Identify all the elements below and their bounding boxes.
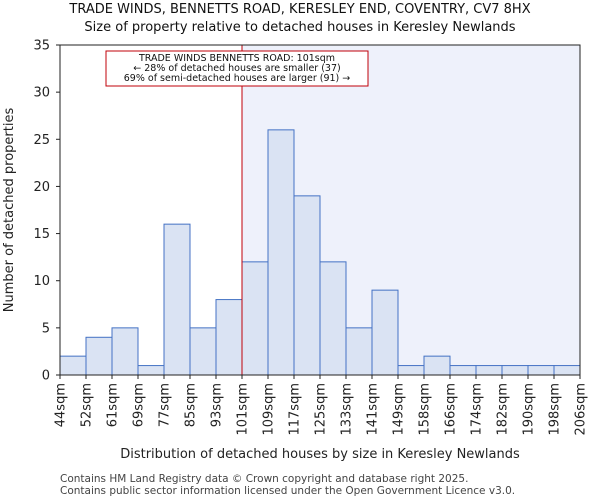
x-tick-label-52sqm: 52sqm (80, 383, 95, 427)
y-tick-label-25: 25 (33, 133, 50, 148)
bar-44sqm (59, 355, 87, 376)
bar-52sqm (85, 336, 113, 376)
bar-182sqm (501, 365, 529, 376)
y-axis-label: Number of detached properties (2, 108, 17, 313)
x-tick-label-77sqm: 77sqm (158, 383, 173, 427)
annotation-smaller-text: ← 28% of detached houses are smaller (37… (133, 63, 341, 74)
chart-subtitle: Size of property relative to detached ho… (84, 20, 516, 35)
x-tick-label-190sqm: 190sqm (522, 383, 537, 436)
y-tick-label-30: 30 (33, 86, 50, 101)
bar-117sqm (293, 195, 321, 376)
bar-125sqm (319, 261, 347, 376)
x-tick-label-61sqm: 61sqm (106, 383, 121, 427)
y-tick-label-5: 5 (42, 321, 50, 336)
footer-licence: Contains public sector information licen… (60, 485, 516, 497)
y-tick-label-10: 10 (33, 274, 50, 289)
bar-133sqm (345, 327, 373, 376)
x-tick-label-158sqm: 158sqm (418, 383, 433, 436)
bar-158sqm (423, 355, 451, 376)
bar-61sqm (111, 327, 139, 376)
x-tick-label-93sqm: 93sqm (210, 383, 225, 427)
x-tick-label-141sqm: 141sqm (366, 383, 381, 436)
x-tick-label-117sqm: 117sqm (288, 383, 303, 436)
x-tick-label-174sqm: 174sqm (470, 383, 485, 436)
chart-title: TRADE WINDS, BENNETTS ROAD, KERESLEY END… (69, 2, 531, 17)
y-tick-label-15: 15 (33, 227, 50, 242)
y-tick-label-35: 35 (33, 39, 50, 54)
x-tick-label-133sqm: 133sqm (340, 383, 355, 436)
y-tick-label-20: 20 (33, 180, 50, 195)
x-tick-label-149sqm: 149sqm (392, 383, 407, 436)
bar-166sqm (449, 365, 477, 376)
x-tick-label-206sqm: 206sqm (574, 383, 589, 436)
y-tick-label-0: 0 (42, 369, 50, 384)
bar-109sqm (267, 129, 295, 376)
x-axis-label: Distribution of detached houses by size … (120, 447, 520, 462)
footer-copyright: Contains HM Land Registry data © Crown c… (60, 473, 469, 485)
bar-101sqm (241, 261, 269, 376)
x-tick-label-85sqm: 85sqm (184, 383, 199, 427)
bar-93sqm (215, 299, 243, 376)
bar-77sqm (163, 223, 191, 376)
x-tick-label-125sqm: 125sqm (314, 383, 329, 436)
annotation-box (105, 50, 369, 87)
x-tick-label-44sqm: 44sqm (54, 383, 69, 427)
bar-174sqm (475, 365, 503, 376)
x-tick-label-101sqm: 101sqm (236, 383, 251, 436)
bar-149sqm (397, 365, 425, 376)
x-tick-label-182sqm: 182sqm (496, 383, 511, 436)
annotation-property-label: TRADE WINDS BENNETTS ROAD: 101sqm (138, 53, 336, 64)
x-tick-label-69sqm: 69sqm (132, 383, 147, 427)
bar-85sqm (189, 327, 217, 376)
x-tick-label-198sqm: 198sqm (548, 383, 563, 436)
x-tick-label-109sqm: 109sqm (262, 383, 277, 436)
x-tick-label-166sqm: 166sqm (444, 383, 459, 436)
bar-198sqm (553, 365, 581, 376)
bar-190sqm (527, 365, 555, 376)
annotation-larger-text: 69% of semi-detached houses are larger (… (123, 73, 351, 84)
bar-69sqm (137, 365, 165, 376)
bar-141sqm (371, 289, 399, 376)
